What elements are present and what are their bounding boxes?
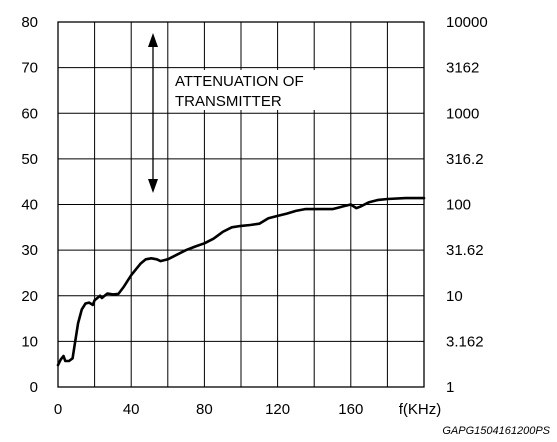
y-right-tick-label: 10000 [446, 14, 488, 31]
y-left-tick-label: 0 [30, 379, 38, 396]
y-left-tick-label: 70 [21, 60, 38, 77]
y-right-tick-label: 10 [446, 288, 463, 305]
y-axis-left-ticks: 0 10 20 30 40 50 60 70 80 [21, 14, 38, 396]
footnote-code: GAPG1504161200PS [442, 425, 550, 437]
y-left-tick-label: 80 [21, 14, 38, 31]
y-right-tick-label: 316.2 [446, 151, 484, 168]
y-left-tick-label: 40 [21, 197, 38, 214]
y-right-tick-label: 3.162 [446, 333, 484, 350]
x-tick-label: 80 [196, 401, 213, 418]
y-right-tick-label: 3162 [446, 60, 479, 77]
arrow-head-up [148, 33, 158, 47]
annotation-line-1: ATTENUATION OF [175, 73, 304, 90]
annotation-arrow [148, 33, 158, 193]
y-right-tick-label: 100 [446, 197, 471, 214]
x-tick-label: 40 [123, 401, 140, 418]
y-left-tick-label: 30 [21, 242, 38, 259]
y-left-tick-label: 50 [21, 151, 38, 168]
x-axis-ticks: 0 40 80 120 160 [54, 401, 363, 418]
x-tick-label: 160 [338, 401, 363, 418]
x-tick-label: 120 [265, 401, 290, 418]
y-right-tick-label: 1000 [446, 105, 479, 122]
y-left-tick-label: 60 [21, 105, 38, 122]
annotation-line-2: TRANSMITTER [175, 93, 282, 110]
arrow-head-down [148, 179, 158, 193]
series-line [56, 196, 426, 367]
annotation-background [172, 70, 322, 110]
y-left-tick-label: 20 [21, 288, 38, 305]
plot-frame [57, 21, 425, 388]
y-right-tick-label: 31.62 [446, 242, 484, 259]
y-axis-right-ticks: 1 3.162 10 31.62 100 316.2 1000 3162 10000 [446, 14, 488, 396]
y-left-tick-label: 10 [21, 333, 38, 350]
y-right-tick-label: 1 [446, 379, 454, 396]
x-tick-label: 0 [54, 401, 62, 418]
x-axis-label: f(KHz) [399, 401, 442, 418]
